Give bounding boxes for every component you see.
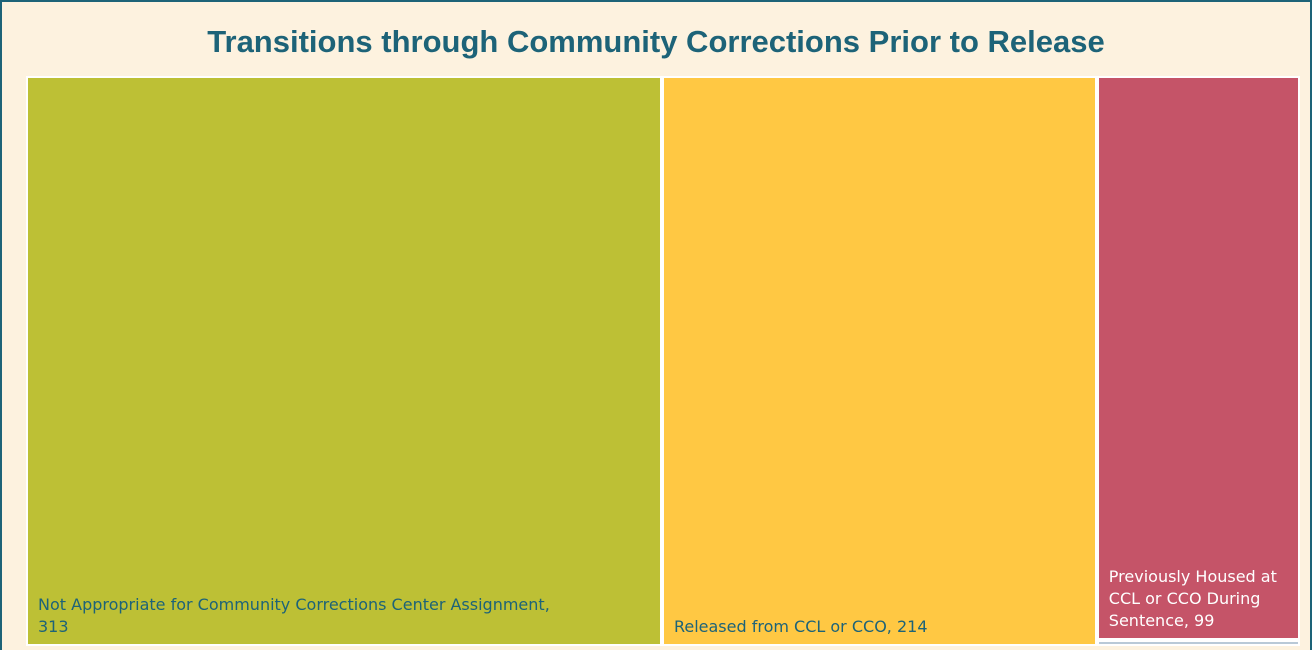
tile: Released from CCL or CCO, 214 bbox=[663, 78, 1095, 644]
tile: Not Appropriate for Community Correction… bbox=[28, 78, 660, 644]
tile-label: Released from CCL or CCO, 214 bbox=[673, 617, 928, 636]
tile: Previously Housed at CCL or CCO During S… bbox=[1098, 78, 1298, 639]
tile-label: Previously Housed at CCL or CCO During S… bbox=[1108, 567, 1277, 631]
plot-area: Not Appropriate for Community Correction… bbox=[26, 76, 1300, 646]
chart-title: Transitions through Community Correction… bbox=[207, 24, 1105, 59]
tile bbox=[1098, 642, 1298, 644]
tile-label: Not Appropriate for Community Correction… bbox=[38, 595, 550, 636]
